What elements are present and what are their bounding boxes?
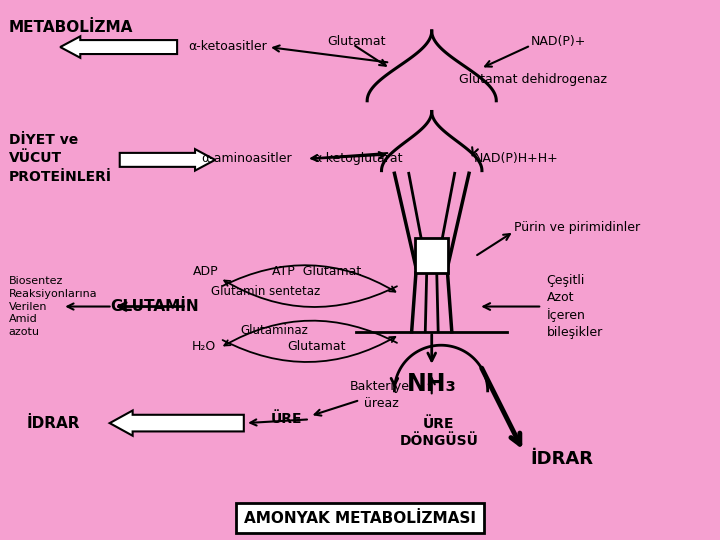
Text: Bakteriyel
üreaz: Bakteriyel üreaz: [350, 380, 413, 410]
Text: α-ketoasitler: α-ketoasitler: [188, 40, 266, 53]
Text: Biosentez
Reaksiyonlarına
Verilen
Amid
azotu: Biosentez Reaksiyonlarına Verilen Amid a…: [9, 276, 97, 337]
Text: Glutaminaz: Glutaminaz: [240, 323, 308, 336]
Text: ADP: ADP: [193, 265, 219, 278]
Text: ÜRE: ÜRE: [271, 413, 302, 427]
Text: ATP  Glutamat: ATP Glutamat: [272, 265, 361, 278]
Text: DİYET ve
VÜCUT
PROTEİNLERİ: DİYET ve VÜCUT PROTEİNLERİ: [9, 133, 112, 184]
Text: α-ketoglutarat: α-ketoglutarat: [313, 152, 403, 165]
Text: NAD(P)+: NAD(P)+: [531, 35, 586, 48]
Text: Glutamat: Glutamat: [288, 340, 346, 353]
Text: ÜRE
DÖNGÜSÜ: ÜRE DÖNGÜSÜ: [400, 416, 478, 448]
FancyArrow shape: [109, 410, 244, 436]
FancyArrow shape: [60, 36, 177, 58]
Text: Pürin ve pirimidinler: Pürin ve pirimidinler: [514, 220, 640, 233]
Text: NH₃: NH₃: [407, 372, 456, 396]
Text: GLUTAMİN: GLUTAMİN: [110, 299, 199, 314]
Text: H₂O: H₂O: [192, 340, 216, 353]
Text: Glutamat dehidrogenaz: Glutamat dehidrogenaz: [459, 73, 607, 86]
Text: Çeşitli
Azot
İçeren
bileşikler: Çeşitli Azot İçeren bileşikler: [546, 274, 603, 339]
Text: NAD(P)H+H+: NAD(P)H+H+: [473, 152, 558, 165]
Text: Glutamin sentetaz: Glutamin sentetaz: [211, 285, 320, 298]
Bar: [415, 238, 449, 273]
Text: Glutamat: Glutamat: [328, 35, 386, 48]
Text: İDRAR: İDRAR: [26, 416, 80, 430]
Text: AMONYAK METABOLİZMASI: AMONYAK METABOLİZMASI: [244, 511, 476, 526]
FancyArrow shape: [120, 149, 215, 171]
Text: α-aminoasitler: α-aminoasitler: [201, 152, 292, 165]
Text: İDRAR: İDRAR: [531, 450, 594, 468]
Text: METABOLİZMA: METABOLİZMA: [9, 20, 133, 35]
